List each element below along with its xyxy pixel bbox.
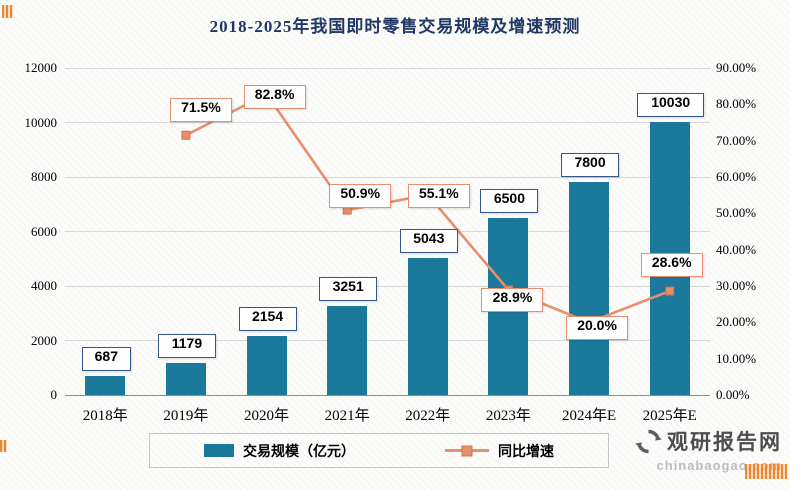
left-axis-tick: 10000 [24,114,58,130]
line-marker [665,286,675,296]
x-axis-label: 2018年 [82,408,128,424]
bar-value-label: 3251 [319,277,378,302]
right-axis-tick: 0.00% [716,387,750,402]
watermark-fragment-bottom-right [745,464,787,479]
bar-value-label: 10030 [637,92,705,117]
x-axis-label: 2019年 [163,408,209,424]
left-axis-tick: 12000 [24,60,58,75]
legend-label-transaction-scale: 交易规模（亿元） [243,442,355,459]
x-axis-label: 2020年 [244,408,290,424]
bar-value-label: 687 [81,347,131,372]
bar [85,376,126,395]
gridline [65,176,710,178]
right-axis-tick: 50.00% [716,205,757,221]
right-axis-tick: 30.00% [716,278,757,293]
growth-value-label: 28.9% [481,287,544,312]
legend-label-growth-rate: 同比增速 [498,442,554,459]
growth-value-label: 71.5% [169,98,232,123]
gridline [65,231,710,232]
line-series-swatch [445,445,489,456]
growth-line-path [185,92,671,324]
gridline [65,122,710,123]
legend-item-transaction-scale: 交易规模（亿元） [204,441,355,461]
watermark-brand: 观研报告网 [667,431,782,454]
line-marker [181,130,191,140]
bar-value-label: 5043 [399,228,458,253]
bar-value-label: 1179 [157,333,216,358]
growth-value-label: 28.6% [640,253,703,278]
left-axis-tick: 6000 [31,223,57,239]
right-axis-tick: 80.00% [716,96,757,112]
left-axis-tick: 2000 [31,332,57,348]
x-axis-label: 2022年 [405,408,451,424]
growth-value-label: 50.9% [329,184,392,209]
bar-value-label: 7800 [561,153,620,178]
x-axis-label: 2025年E [642,408,697,424]
watermark-fragment-top-left [2,5,13,18]
left-axis-tick: 4000 [31,278,57,293]
bar-value-label: 2154 [238,307,297,332]
legend: 交易规模（亿元） 同比增速 [149,433,609,468]
growth-value-label: 82.8% [243,85,306,110]
gridline [65,67,710,69]
right-axis-tick: 60.00% [716,169,757,184]
bar-value-label: 6500 [480,188,539,213]
left-axis-tick: 8000 [31,169,57,184]
right-axis-tick: 70.00% [716,132,757,148]
right-axis-tick: 10.00% [716,350,757,366]
x-axis-line [65,394,710,396]
x-axis-label: 2023年 [485,408,531,424]
legend-item-growth-rate: 同比增速 [445,441,554,461]
bar-series-swatch [204,444,234,457]
left-axis-tick: 0 [50,387,58,402]
x-axis-label: 2021年 [324,408,370,424]
chart-title: 2018-2025年我国即时零售交易规模及增速预测 [209,17,581,36]
watermark-brand-row: 观研报告网 [635,426,782,456]
bar [327,306,368,395]
watermark-fragment-bottom-left [0,440,7,452]
bar [569,182,610,395]
bar [407,257,448,395]
gridline [65,285,710,287]
bar [165,362,206,395]
growth-value-label: 20.0% [566,316,629,341]
bar [246,336,287,395]
growth-value-label: 55.1% [407,183,470,208]
right-axis-tick: 90.00% [716,60,757,75]
x-axis-label: 2024年E [561,408,617,424]
right-axis-tick: 40.00% [716,241,757,257]
line-marker-swatch [461,445,473,456]
gridline [65,340,710,341]
right-axis-tick: 20.00% [716,314,757,330]
circular-arrows-icon [635,429,662,453]
